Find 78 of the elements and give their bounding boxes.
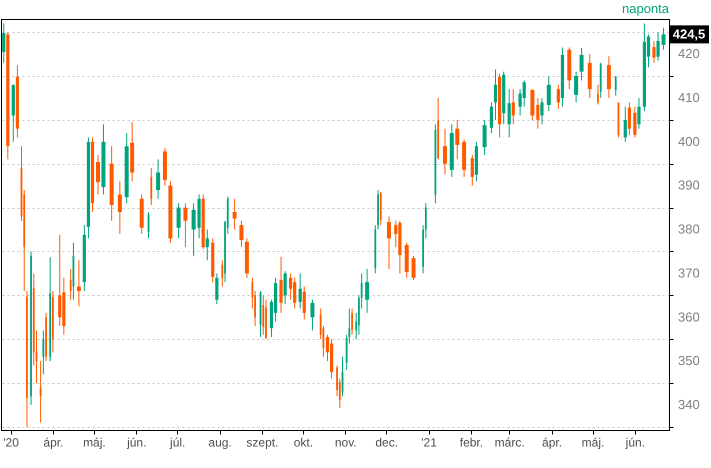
candlestick bbox=[656, 32, 660, 62]
candlestick bbox=[215, 272, 218, 305]
text: 424,5 bbox=[672, 26, 706, 42]
candlestick bbox=[148, 212, 150, 239]
candlestick bbox=[279, 256, 283, 314]
x-tick-label: máj. bbox=[83, 436, 106, 450]
x-tick-label: márc. bbox=[494, 436, 525, 450]
candlestick bbox=[580, 47, 584, 81]
x-tick-label: nov. bbox=[334, 436, 357, 450]
candlestick bbox=[183, 202, 188, 248]
candlestick bbox=[42, 330, 44, 375]
candlestick bbox=[342, 356, 344, 397]
candlestick bbox=[2, 22, 6, 64]
candlestick bbox=[192, 202, 196, 256]
text: naponta bbox=[622, 1, 670, 16]
x-tick-label: ápr. bbox=[43, 436, 64, 450]
candlestick bbox=[637, 97, 641, 130]
y-tick-label: 400 bbox=[678, 134, 700, 149]
candlestick bbox=[662, 27, 666, 50]
candlestick bbox=[482, 119, 487, 156]
candlestick bbox=[58, 234, 62, 327]
candlestick bbox=[239, 220, 244, 248]
x-tick-label: szept. bbox=[246, 436, 278, 450]
y-tick-label: 350 bbox=[678, 353, 700, 368]
candlestick bbox=[365, 268, 370, 314]
candlestick bbox=[298, 272, 302, 309]
y-tick-label: 410 bbox=[678, 90, 700, 105]
x-tick-label: okt. bbox=[294, 436, 314, 450]
candlestick bbox=[512, 88, 515, 125]
candlestick bbox=[508, 88, 511, 138]
x-tick-label: máj. bbox=[582, 436, 604, 450]
x-tick-label: jún. bbox=[624, 436, 646, 450]
candlestick bbox=[386, 216, 391, 270]
candlestick bbox=[628, 102, 631, 136]
candlestick bbox=[470, 154, 474, 186]
y-tick-label: 370 bbox=[678, 265, 700, 280]
candlestick bbox=[633, 106, 636, 138]
candlestick bbox=[118, 180, 122, 234]
candlestick bbox=[351, 308, 353, 336]
candlestick bbox=[310, 299, 314, 331]
candlestick bbox=[40, 360, 42, 424]
candlestick bbox=[76, 260, 81, 307]
candlestick bbox=[652, 40, 656, 64]
candlestick bbox=[293, 277, 296, 309]
x-tick-label: júl. bbox=[169, 436, 186, 450]
candlestick bbox=[289, 272, 292, 300]
candlestick bbox=[206, 229, 209, 261]
candlestick bbox=[624, 106, 627, 142]
candlestick bbox=[156, 158, 160, 200]
candlestick bbox=[494, 68, 498, 120]
candlestick bbox=[284, 270, 287, 305]
candlestick bbox=[490, 102, 494, 134]
candlestick bbox=[232, 198, 237, 230]
candlestick bbox=[536, 97, 540, 130]
candlestick bbox=[412, 255, 416, 280]
candlestick bbox=[302, 286, 306, 320]
y-tick-label: 390 bbox=[678, 178, 700, 193]
x-tick-label: ápr. bbox=[542, 436, 562, 450]
candlestick bbox=[96, 154, 100, 195]
x-tick-label: '21 bbox=[421, 436, 438, 450]
x-tick-label: jún. bbox=[126, 436, 146, 450]
y-tick-label: 380 bbox=[678, 222, 700, 237]
candlestick bbox=[522, 80, 526, 108]
candlestick bbox=[546, 76, 551, 112]
candlestick bbox=[442, 128, 447, 175]
candlestick bbox=[455, 119, 460, 160]
y-tick-label: 360 bbox=[678, 309, 700, 324]
candlestick bbox=[556, 84, 560, 110]
candlestick bbox=[176, 202, 181, 239]
x-tick-label: febr. bbox=[460, 436, 484, 450]
x-tick-label: '20 bbox=[3, 436, 20, 450]
y-tick-label: 420 bbox=[678, 46, 700, 62]
y-tick-label: 340 bbox=[678, 397, 700, 412]
x-tick-label: aug. bbox=[208, 436, 232, 450]
candlestick bbox=[540, 97, 544, 125]
x-tick-label: dec. bbox=[375, 436, 398, 450]
candlestick bbox=[574, 71, 578, 103]
candlestick bbox=[597, 84, 599, 106]
